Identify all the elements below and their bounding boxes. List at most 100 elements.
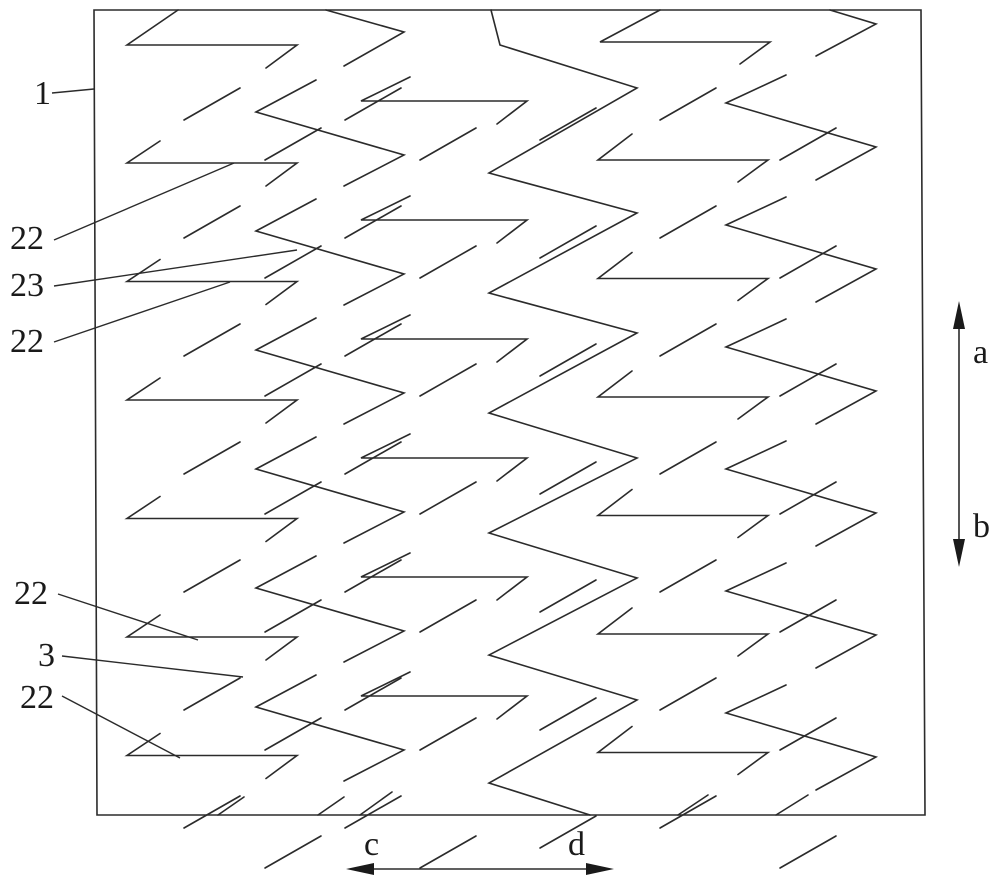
dash-segment [419,599,477,633]
dash-segment [775,794,809,816]
zigzag-strip-3 [360,314,530,363]
dash-segment [419,363,477,397]
leader-lines [51,88,298,759]
dash-segment [344,87,402,121]
leader-gap [53,249,298,287]
dash-segment [539,815,597,849]
dash-segment [344,441,402,475]
zigzag-strip-1 [124,9,300,69]
dash-segment [539,343,597,377]
zigzag-strip-6 [815,9,879,57]
dash-segment [317,796,345,816]
dash-group [183,87,837,869]
dash-segment [539,107,597,141]
zigzag-strip-6 [723,318,879,425]
leader-strip-top-b [53,281,231,343]
dash-segment [659,441,717,475]
leader-strip-bottom-a [57,593,199,641]
zigzag-strip-6 [723,562,879,669]
zigzag-strip-2 [253,555,407,663]
zigzag-strip-1 [124,495,300,543]
dash-segment [779,835,837,869]
arrowhead-down-icon [953,539,965,567]
zigzag-strip-5 [595,370,771,420]
dash-segment [539,579,597,613]
dash-segment [359,791,393,816]
label-dir-left: c [364,826,379,863]
zigzag-strip-6 [723,684,879,791]
label-slot: 3 [38,637,55,674]
dash-segment [419,127,477,161]
zigzag-strip-5 [595,251,771,302]
dash-segment [779,127,837,161]
dash-segment [779,717,837,751]
dash-segment [183,323,241,357]
zigzag-strip-1 [124,140,300,187]
zigzag-strip-5 [595,488,771,539]
zigzag-strip-5 [599,9,773,65]
zigzag-strip-1 [124,732,300,780]
dash-segment [659,87,717,121]
label-strip-top-b: 22 [10,323,44,360]
dash-segment [779,245,837,279]
dash-segment [183,205,241,239]
zigzag-strip-2 [253,436,407,544]
dash-segment [419,245,477,279]
dash-segment [659,205,717,239]
dash-segment [419,717,477,751]
zigzag-strip-3 [360,195,530,244]
dash-segment [779,481,837,515]
arrowhead-left-icon [346,863,374,875]
zigzag-strip-6 [723,440,879,547]
dash-segment [264,363,322,397]
dash-segment [539,225,597,259]
leader-strip-bottom-b [61,695,181,759]
dash-segment [217,796,245,816]
dash-segment [419,481,477,515]
zigzag-strip-5 [595,607,771,657]
dash-segment [264,717,322,751]
plate-outline [93,9,926,816]
dash-segment [183,87,241,121]
dash-segment [344,677,402,711]
zigzag-group [124,9,879,816]
label-strip-bottom-a: 22 [14,575,48,612]
dash-segment [344,323,402,357]
zigzag-strip-3 [360,552,530,601]
dash-segment [344,795,402,829]
dash-segment [779,599,837,633]
dash-segment [264,245,322,279]
dash-segment [659,795,717,829]
dash-segment [419,835,477,869]
zigzag-strip-2 [253,317,407,425]
zigzag-strip-5 [595,133,771,183]
dash-segment [264,599,322,633]
dash-segment [659,323,717,357]
dash-segment [539,697,597,731]
leader-plate [51,88,95,94]
dash-segment [264,835,322,869]
label-dir-up: a [973,334,988,371]
dash-segment [539,461,597,495]
zigzag-strip-1 [124,377,300,424]
dash-segment [183,795,241,829]
zigzag-strip-3 [360,433,530,482]
zigzag-strip-1 [124,258,300,306]
dash-segment [344,559,402,593]
dash-segment [264,127,322,161]
zigzag-strip-2 [253,198,407,306]
dash-segment [344,205,402,239]
horizontal-direction-arrow [346,863,614,875]
label-strip-top-a: 22 [10,220,44,257]
dash-segment [183,441,241,475]
label-dir-down: b [973,508,990,545]
zigzag-strip-1 [124,614,300,661]
dash-segment [659,559,717,593]
dash-segment [264,481,322,515]
zigzag-strip-2 [253,79,407,187]
zigzag-strip-3 [360,671,530,720]
zigzag-strip-5 [595,725,771,776]
dash-segment [659,677,717,711]
dash-segment [183,677,241,711]
